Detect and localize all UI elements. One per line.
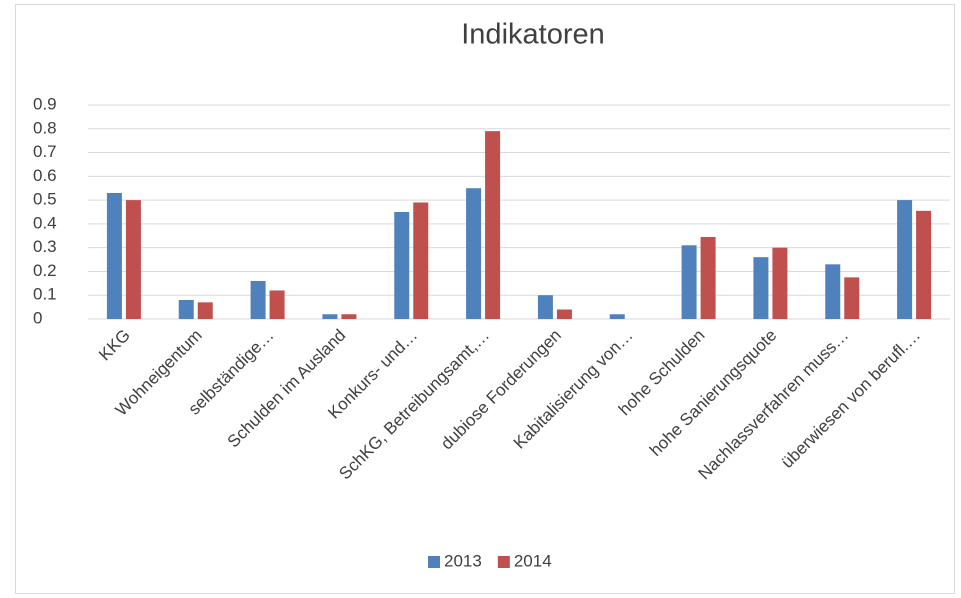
- y-tick-label: 0.2: [33, 261, 57, 280]
- y-tick-label: 0.1: [33, 285, 57, 304]
- bar: [556, 309, 572, 319]
- chart-title: Indikatoren: [461, 19, 605, 51]
- y-tick-label: 0.6: [33, 166, 57, 185]
- bar: [485, 131, 501, 319]
- bar: [197, 302, 213, 319]
- bar: [681, 245, 697, 319]
- bar: [394, 212, 410, 319]
- legend-label: 2014: [514, 551, 552, 570]
- bar: [844, 277, 860, 319]
- legend-label: 2013: [444, 551, 482, 570]
- bar: [609, 314, 625, 319]
- bar: [413, 202, 429, 319]
- y-tick-label: 0.7: [33, 142, 57, 161]
- y-tick-label: 0: [33, 308, 42, 327]
- bar: [700, 236, 716, 319]
- bar: [466, 188, 482, 319]
- y-tick-label: 0.9: [33, 94, 57, 113]
- bar: [772, 247, 788, 319]
- bar: [825, 264, 841, 319]
- bar: [897, 200, 913, 319]
- legend-swatch: [497, 556, 510, 568]
- bar: [178, 299, 194, 319]
- y-tick-label: 0.8: [33, 118, 57, 137]
- y-tick-label: 0.4: [33, 213, 57, 232]
- bar: [125, 200, 141, 319]
- bar: [322, 314, 338, 319]
- y-tick-label: 0.3: [33, 237, 57, 256]
- bar: [916, 210, 932, 319]
- bar: [753, 257, 769, 319]
- bar: [250, 280, 266, 319]
- bar: [341, 314, 357, 319]
- legend-swatch: [428, 556, 440, 568]
- chart-border: [15, 4, 955, 594]
- bar: [537, 295, 553, 319]
- bar: [106, 192, 122, 319]
- bar: [269, 290, 285, 319]
- y-tick-label: 0.5: [33, 190, 57, 209]
